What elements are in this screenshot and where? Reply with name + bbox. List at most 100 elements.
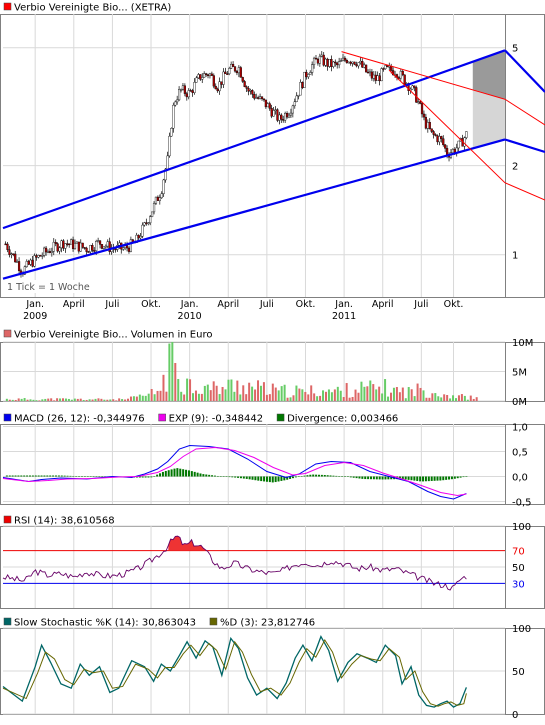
volume-bar	[100, 398, 103, 401]
candle-body	[297, 94, 300, 97]
candle-body	[54, 241, 57, 244]
macd-divergence-bar	[407, 476, 410, 480]
macd-divergence-bar	[150, 476, 153, 478]
candle-body	[301, 82, 304, 88]
candle-body	[56, 243, 59, 252]
candle-body	[58, 247, 61, 252]
candle-body	[253, 94, 256, 99]
candle-body	[345, 59, 348, 63]
x-tick-label: April	[217, 299, 239, 310]
macd-divergence-bar	[453, 476, 456, 479]
y-tick-label: 100	[512, 522, 531, 533]
macd-divergence-bar	[245, 476, 248, 479]
trend-channel-upper-extension	[504, 49, 545, 93]
volume-bar	[64, 398, 67, 401]
macd-divergence-bar	[196, 472, 199, 477]
legend-swatch	[3, 617, 12, 626]
volume-bar	[38, 400, 41, 401]
volume-bar	[230, 379, 233, 401]
panel-content	[2, 49, 545, 708]
volume-bar	[443, 394, 446, 401]
volume-bar	[218, 394, 221, 401]
candle-body	[336, 62, 339, 66]
macd-divergence-bar	[289, 476, 292, 479]
candle-body	[208, 73, 212, 77]
volume-bar	[85, 399, 88, 401]
x-tick-label: Okt.	[296, 299, 316, 310]
candle-body	[326, 58, 329, 67]
candle-body	[355, 64, 358, 67]
volume-bar	[322, 390, 325, 401]
candle-body	[158, 197, 161, 201]
volume-bar	[183, 394, 186, 401]
candle-body	[274, 109, 277, 111]
candle-body	[68, 243, 71, 246]
macd-divergence-bar	[202, 474, 205, 477]
macd-divergence-bar	[378, 476, 381, 480]
candle-body	[258, 96, 262, 99]
macd-divergence-bar	[370, 476, 373, 480]
volume-bar	[200, 393, 203, 401]
volume-bar	[437, 396, 440, 401]
candle-body	[93, 250, 96, 252]
candle-body	[305, 71, 308, 78]
legend-swatch	[3, 515, 12, 524]
macd-divergence-bar	[352, 476, 355, 478]
resistance-line	[388, 69, 505, 184]
candle-body	[239, 67, 242, 78]
macd-divergence-bar	[164, 470, 167, 477]
volume-bar	[221, 386, 224, 401]
x-tick-label: Okt.	[444, 299, 464, 310]
macd-divergence-bar	[251, 476, 254, 480]
volume-bar	[259, 385, 262, 401]
macd-divergence-bar	[222, 476, 225, 477]
legend-swatch	[3, 2, 12, 11]
volume-bar	[127, 398, 130, 401]
volume-bar	[372, 384, 375, 401]
volume-bar	[17, 398, 20, 401]
x-tick-label: Juli	[259, 299, 274, 310]
candle-body	[278, 114, 281, 121]
candle-body	[276, 109, 279, 121]
candle-body	[247, 88, 250, 92]
candle-body	[230, 64, 233, 69]
macd-divergence-bar	[317, 474, 320, 477]
macd-divergence-bar	[205, 474, 208, 477]
volume-bar	[59, 398, 62, 401]
y-tick-label: 70	[512, 547, 525, 558]
volume-bar	[475, 397, 478, 401]
y-tick-label: 50	[512, 667, 525, 678]
volume-bar	[62, 398, 65, 401]
macd-divergence-bar	[101, 476, 104, 478]
volume-bar	[35, 400, 38, 401]
macd-divergence-bar	[390, 476, 393, 480]
x-tick-label: Juli	[413, 299, 428, 310]
x-tick-label: Juli	[104, 299, 119, 310]
candle-body	[374, 74, 377, 81]
candle-body	[430, 128, 433, 132]
y-tick-label: 10M	[512, 338, 533, 349]
volume-bar	[174, 362, 177, 401]
volume-bar	[189, 379, 192, 401]
y-tick-label: 5	[512, 44, 518, 55]
candle-body	[299, 82, 302, 96]
volume-bar	[212, 381, 215, 401]
candle-body	[442, 138, 445, 146]
x-tick-label: Jan.	[334, 299, 353, 310]
candle-body	[77, 241, 80, 252]
volume-bar	[452, 395, 455, 401]
macd-divergence-bar	[23, 475, 26, 477]
volume-bar	[404, 398, 407, 401]
projection-upper-area	[472, 50, 505, 100]
macd-divergence-bar	[187, 470, 190, 477]
candle-body	[231, 64, 235, 67]
volume-bar	[268, 394, 271, 401]
volume-bar	[29, 399, 32, 401]
volume-bar	[248, 382, 251, 401]
macd-divergence-bar	[239, 476, 242, 479]
volume-bar	[425, 397, 428, 401]
legend-swatch	[209, 617, 218, 626]
macd-divergence-bar	[14, 475, 17, 477]
candle-body	[457, 140, 460, 149]
